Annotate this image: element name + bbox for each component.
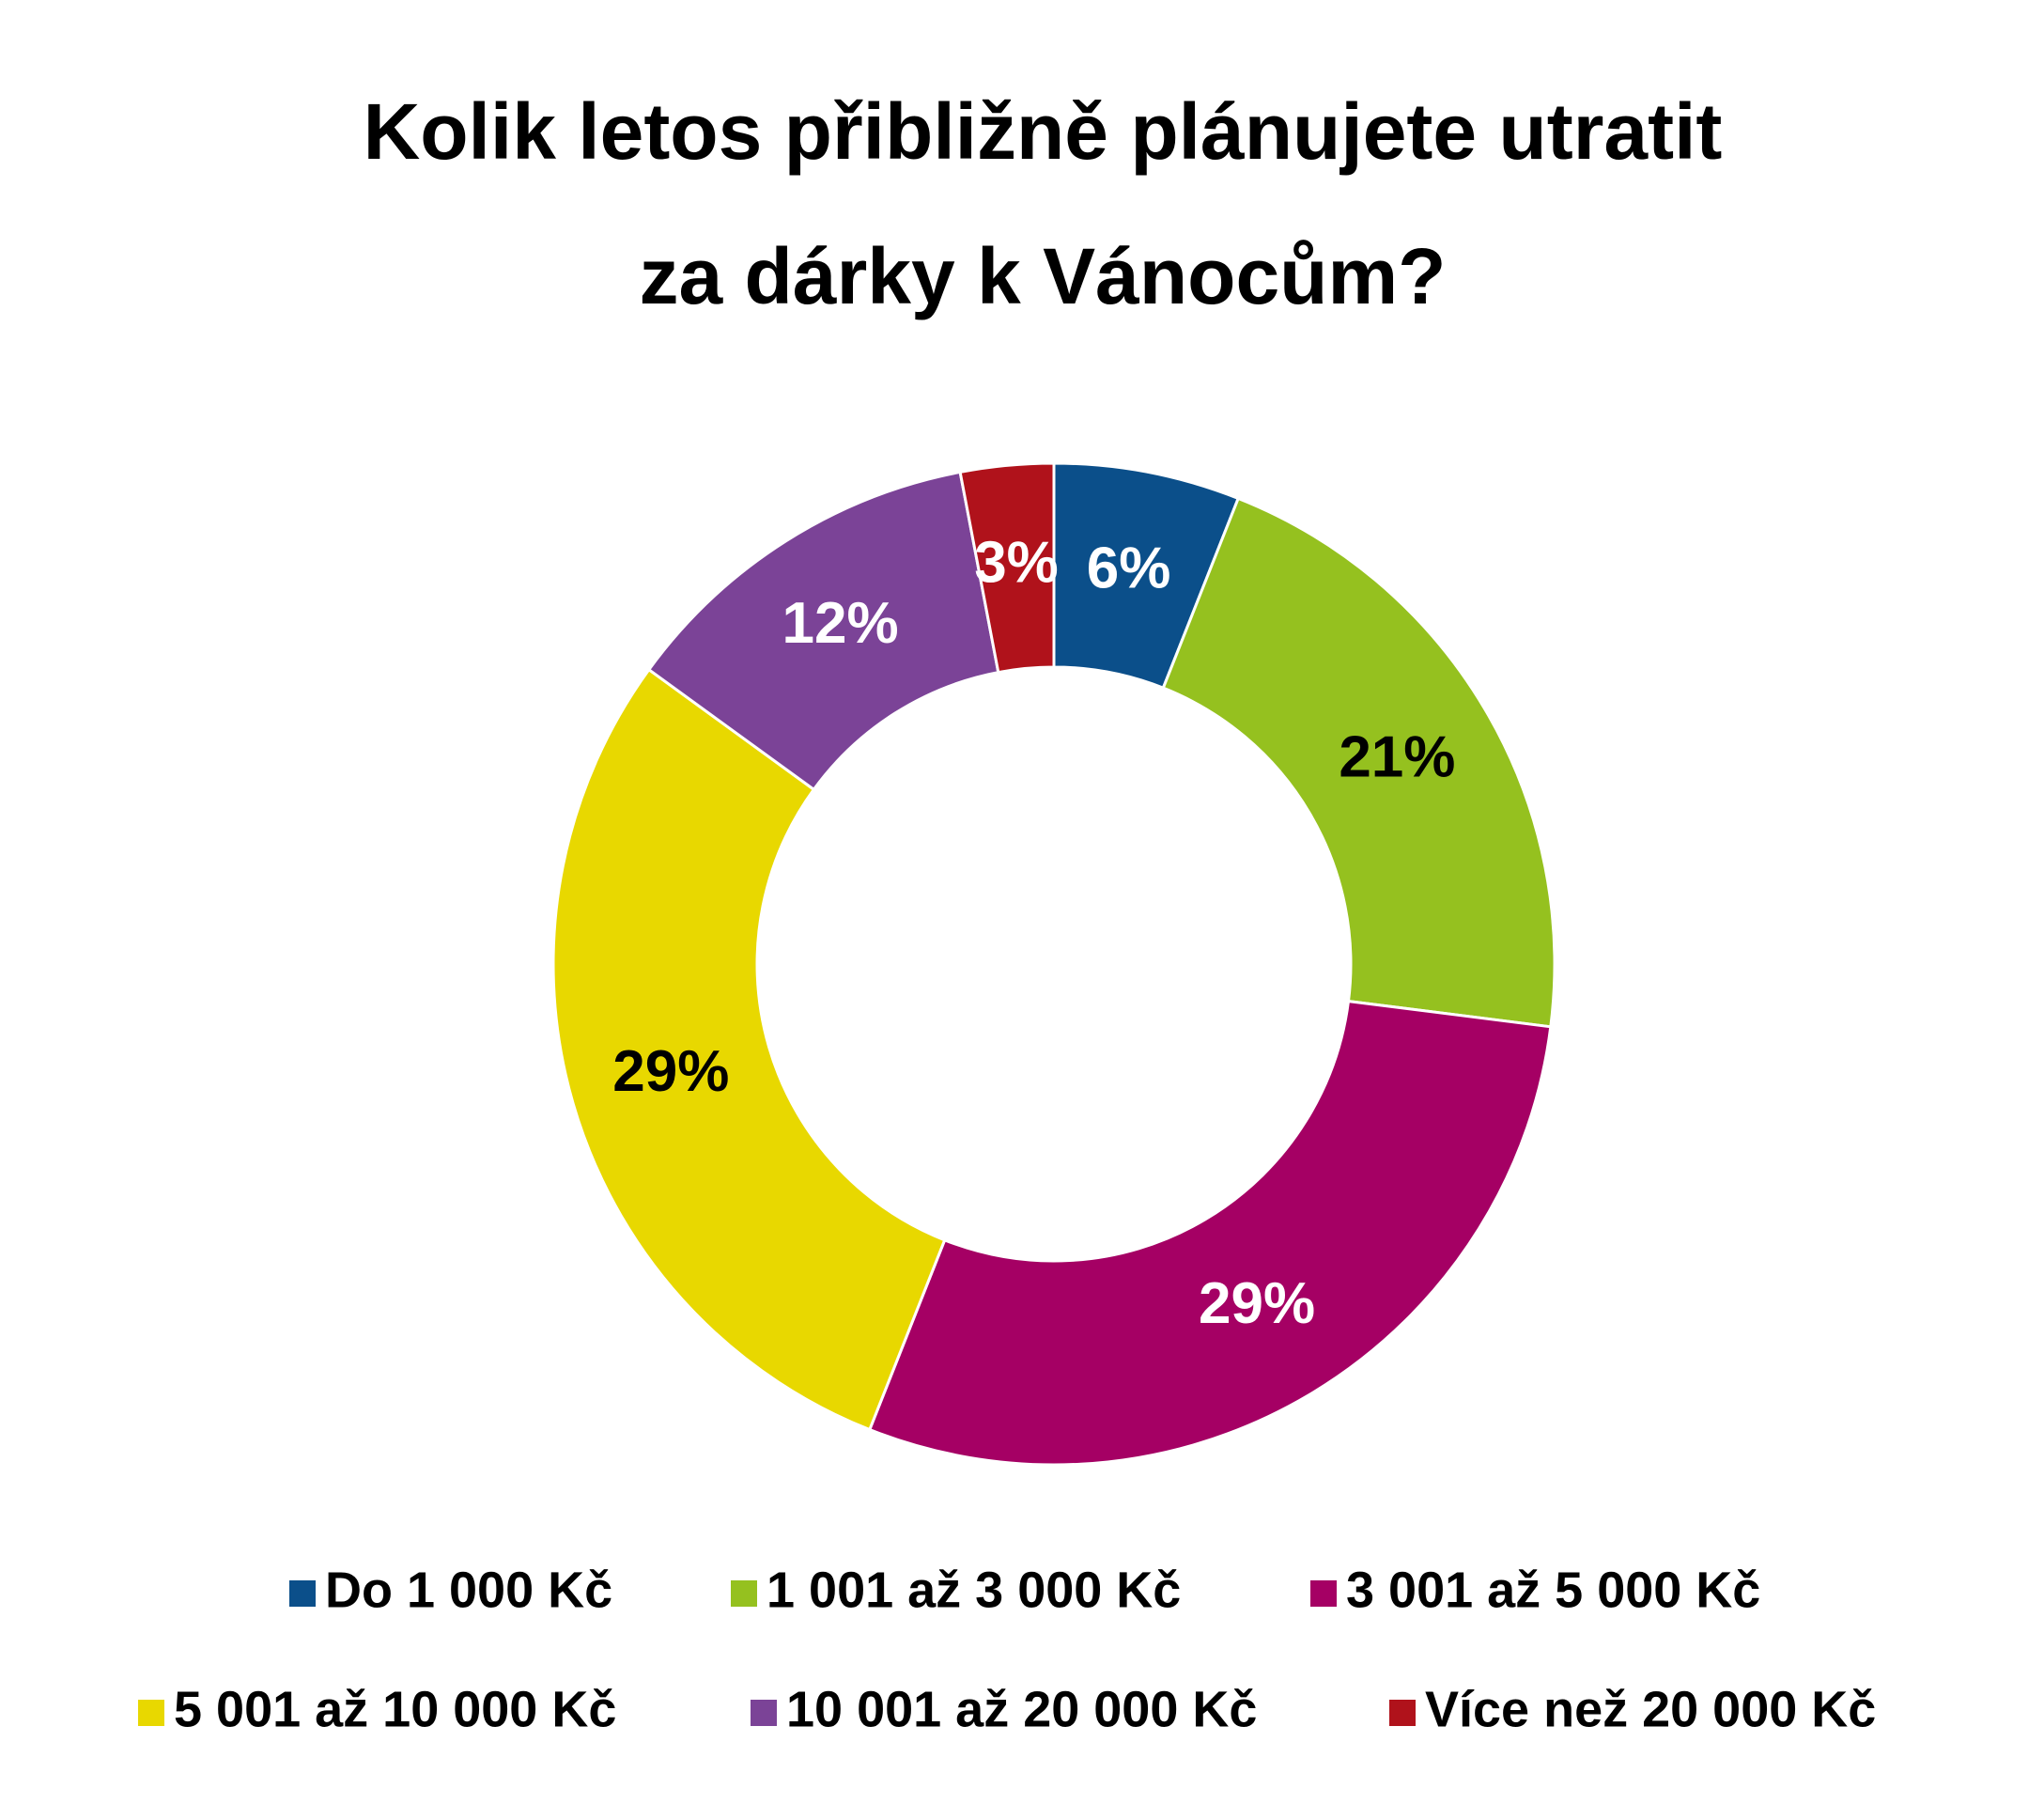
legend-swatch bbox=[289, 1580, 316, 1607]
data-label: 12% bbox=[782, 591, 898, 656]
legend-label: Do 1 000 Kč bbox=[325, 1562, 612, 1618]
legend-label: 10 001 až 20 000 Kč bbox=[786, 1681, 1257, 1737]
legend-label: 1 001 až 3 000 Kč bbox=[766, 1562, 1181, 1618]
data-label: 21% bbox=[1339, 724, 1455, 789]
legend-swatch bbox=[751, 1700, 777, 1726]
legend-label: 5 001 až 10 000 Kč bbox=[174, 1681, 616, 1737]
data-label: 29% bbox=[1199, 1271, 1315, 1336]
data-label: 29% bbox=[612, 1039, 729, 1104]
legend-swatch bbox=[138, 1700, 164, 1726]
data-label: 3% bbox=[974, 530, 1059, 595]
data-label: 6% bbox=[1087, 536, 1171, 600]
legend-swatch bbox=[731, 1580, 757, 1607]
legend-swatch bbox=[1389, 1700, 1416, 1726]
chart-title: za dárky k Vánocům? bbox=[640, 232, 1447, 320]
donut-slice bbox=[867, 999, 1553, 1467]
legend-label: 3 001 až 5 000 Kč bbox=[1346, 1562, 1760, 1618]
donut-slice bbox=[551, 667, 947, 1432]
chart-title: Kolik letos přibližně plánujete utratit bbox=[364, 87, 1723, 176]
donut-slice bbox=[958, 461, 1056, 675]
donut-slice bbox=[1161, 496, 1556, 1029]
legend-swatch bbox=[1310, 1580, 1337, 1607]
legend-label: Více než 20 000 Kč bbox=[1425, 1681, 1876, 1737]
